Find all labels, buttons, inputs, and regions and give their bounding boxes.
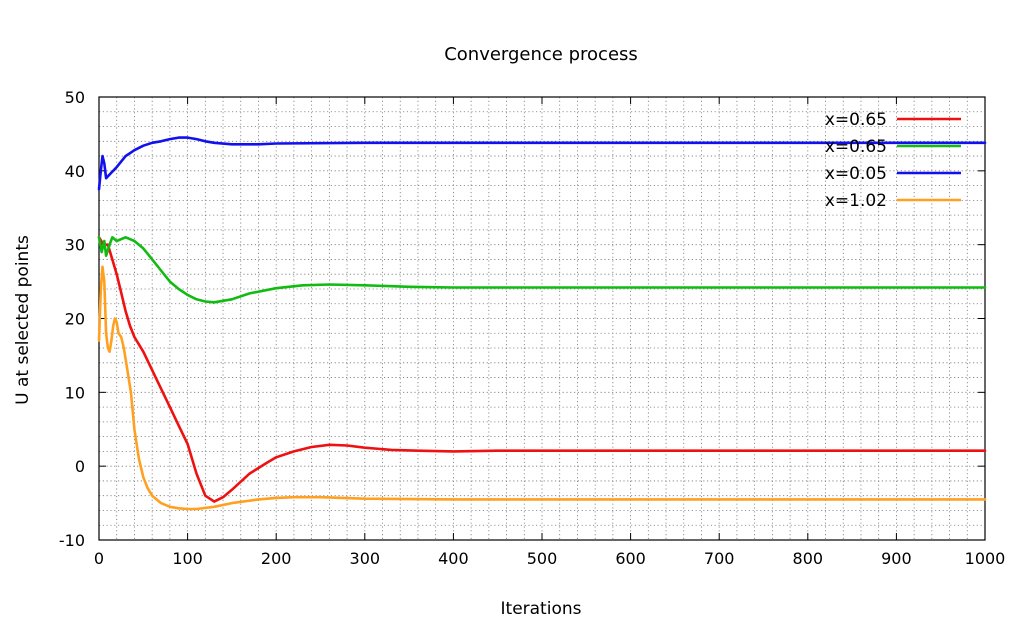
series-line-2 — [97, 236, 987, 304]
legend-label-3: x=0.05 — [825, 164, 887, 184]
y-tick-label: 20 — [65, 310, 85, 329]
grid — [99, 97, 985, 540]
legend-label-1: x=0.65 — [825, 110, 887, 130]
x-tick-label: 1000 — [965, 549, 1006, 568]
axis-ticks: 0 100 200 300 400 500 600 700 800 900 1000 -10 0 10 20… — [59, 88, 1006, 568]
y-tick-label: -10 — [59, 531, 85, 550]
y-tick-label: 0 — [75, 457, 85, 476]
x-axis-label: Iterations — [501, 599, 582, 619]
x-tick-label: 500 — [527, 549, 558, 568]
x-tick-label: 200 — [261, 549, 292, 568]
x-tick-label: 600 — [615, 549, 646, 568]
chart-title: Convergence process — [444, 44, 638, 65]
series-line-1 — [97, 236, 987, 503]
x-tick-label: 800 — [793, 549, 824, 568]
x-tick-label: 0 — [94, 549, 104, 568]
x-tick-label: 900 — [881, 549, 912, 568]
series-line-4 — [97, 265, 987, 511]
x-tick-label: 400 — [438, 549, 469, 568]
series-line-3 — [97, 136, 987, 191]
legend-label-2: x=0.65 — [825, 137, 887, 157]
y-tick-label: 40 — [65, 162, 85, 181]
x-tick-label: 300 — [350, 549, 381, 568]
x-tick-label: 700 — [704, 549, 735, 568]
legend: x=0.65 x=0.65 x=0.05 x=1.02 — [825, 110, 961, 211]
y-tick-label: 50 — [65, 88, 85, 107]
y-axis-label: U at selected points — [13, 235, 33, 405]
legend-label-4: x=1.02 — [825, 191, 887, 211]
x-tick-label: 100 — [172, 549, 203, 568]
y-tick-label: 10 — [65, 383, 85, 402]
y-tick-label: 30 — [65, 236, 85, 255]
series-lines — [97, 136, 987, 511]
